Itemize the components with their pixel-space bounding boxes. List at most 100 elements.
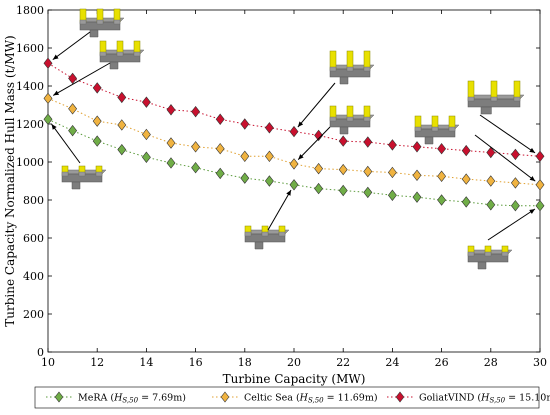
series-0 bbox=[43, 113, 545, 212]
data-point bbox=[141, 151, 151, 163]
series-2 bbox=[43, 57, 545, 162]
floater-icon bbox=[99, 40, 145, 70]
data-point bbox=[68, 103, 78, 115]
floater-annotation bbox=[244, 189, 292, 250]
column-base bbox=[346, 116, 354, 122]
legend: MeRA (HS,50 = 7.69m) Celtic Sea (HS,50 = … bbox=[34, 386, 550, 409]
column-base bbox=[113, 19, 121, 25]
column-base bbox=[95, 171, 103, 177]
data-point bbox=[166, 104, 176, 116]
column-base bbox=[467, 251, 475, 257]
series-line bbox=[47, 118, 540, 207]
y-tick-label: 1000 bbox=[16, 156, 44, 169]
floater-icon bbox=[467, 245, 513, 270]
data-point bbox=[437, 143, 447, 155]
pontoon-leg bbox=[109, 61, 119, 70]
pontoon-leg bbox=[480, 106, 492, 115]
column-base bbox=[513, 96, 521, 102]
data-point bbox=[412, 191, 422, 203]
column-base bbox=[99, 51, 107, 57]
data-point bbox=[363, 165, 373, 178]
data-point bbox=[92, 115, 102, 127]
floater-annotation bbox=[297, 105, 375, 160]
y-tick-label: 800 bbox=[23, 194, 44, 207]
floater-annotation bbox=[467, 80, 536, 154]
column bbox=[467, 80, 475, 100]
legend-label: Celtic Sea (HS,50 = 11.69m) bbox=[244, 393, 378, 405]
data-point bbox=[43, 57, 53, 69]
data-point bbox=[141, 128, 151, 141]
y-tick-label: 1400 bbox=[16, 80, 44, 93]
y-tick-label: 400 bbox=[23, 270, 44, 283]
data-point bbox=[117, 91, 127, 104]
floater-annotation bbox=[52, 8, 125, 61]
pontoon-leg bbox=[71, 181, 81, 190]
data-point bbox=[510, 177, 520, 189]
pontoon-leg bbox=[424, 136, 434, 145]
legend-label: MeRA (HS,50 = 7.69m) bbox=[78, 393, 186, 405]
floater-annotation bbox=[51, 123, 107, 190]
data-point bbox=[191, 162, 201, 174]
data-point bbox=[387, 139, 397, 151]
data-point bbox=[240, 172, 250, 184]
data-point bbox=[117, 143, 127, 156]
floater-icon bbox=[329, 105, 375, 135]
annotation-arrow bbox=[52, 31, 91, 61]
column-base bbox=[467, 96, 475, 102]
column-base bbox=[61, 171, 69, 177]
data-point bbox=[535, 179, 545, 191]
legend-label: GoliatVIND (HS,50 = 15.10m) bbox=[419, 393, 550, 405]
legend-entry-0: MeRA (HS,50 = 7.69m) bbox=[46, 391, 186, 405]
y-tick-label: 1800 bbox=[16, 4, 44, 17]
data-point bbox=[289, 179, 299, 191]
data-point bbox=[486, 175, 496, 187]
data-point bbox=[166, 157, 176, 169]
column-base bbox=[329, 66, 337, 72]
legend-marker bbox=[220, 391, 230, 403]
x-tick-label: 14 bbox=[139, 356, 153, 369]
data-point bbox=[461, 144, 471, 157]
data-point bbox=[510, 200, 520, 212]
column bbox=[329, 50, 337, 70]
annotation-arrow bbox=[267, 189, 292, 231]
annotation-arrow bbox=[487, 208, 536, 241]
x-tick-label: 22 bbox=[336, 356, 350, 369]
legend-symbol: H bbox=[480, 393, 490, 404]
data-point bbox=[535, 200, 545, 212]
axes: 10 12 14 16 18 20 22 24 26 28 30 0 200 400 600 800 1000 1… bbox=[16, 4, 547, 369]
legend-name: Celtic Sea ( bbox=[244, 393, 300, 404]
data-point bbox=[387, 189, 397, 201]
column-base bbox=[490, 96, 498, 102]
series-line bbox=[47, 62, 541, 157]
data-point bbox=[486, 146, 496, 159]
legend-value: = 15.10m) bbox=[505, 393, 550, 404]
legend-marker bbox=[54, 391, 64, 403]
legend-symbol: H bbox=[113, 393, 123, 404]
x-tick-label: 20 bbox=[287, 356, 301, 369]
data-point bbox=[92, 135, 102, 147]
legend-box bbox=[34, 386, 540, 409]
legend-entry-2: GoliatVIND (HS,50 = 15.10m) bbox=[387, 391, 550, 405]
column bbox=[513, 80, 521, 100]
floater-annotation bbox=[414, 115, 536, 182]
data-point bbox=[412, 141, 422, 153]
data-point bbox=[215, 167, 225, 180]
column-base bbox=[501, 251, 509, 257]
column-base bbox=[346, 66, 354, 72]
y-tick-label: 600 bbox=[23, 232, 44, 245]
legend-marker bbox=[395, 391, 405, 403]
column-base bbox=[363, 116, 371, 122]
data-point bbox=[191, 141, 201, 153]
data-point bbox=[264, 122, 274, 134]
pontoon-leg bbox=[477, 261, 487, 270]
legend-subscript: S,50 bbox=[489, 397, 505, 405]
x-tick-label: 28 bbox=[484, 356, 498, 369]
data-point bbox=[43, 92, 53, 105]
legend-value: = 11.69m) bbox=[324, 393, 378, 404]
column bbox=[363, 50, 371, 70]
data-point bbox=[289, 158, 299, 170]
data-point bbox=[486, 199, 496, 211]
data-point bbox=[338, 184, 348, 197]
column-base bbox=[96, 19, 104, 25]
floater-icon bbox=[79, 8, 125, 38]
